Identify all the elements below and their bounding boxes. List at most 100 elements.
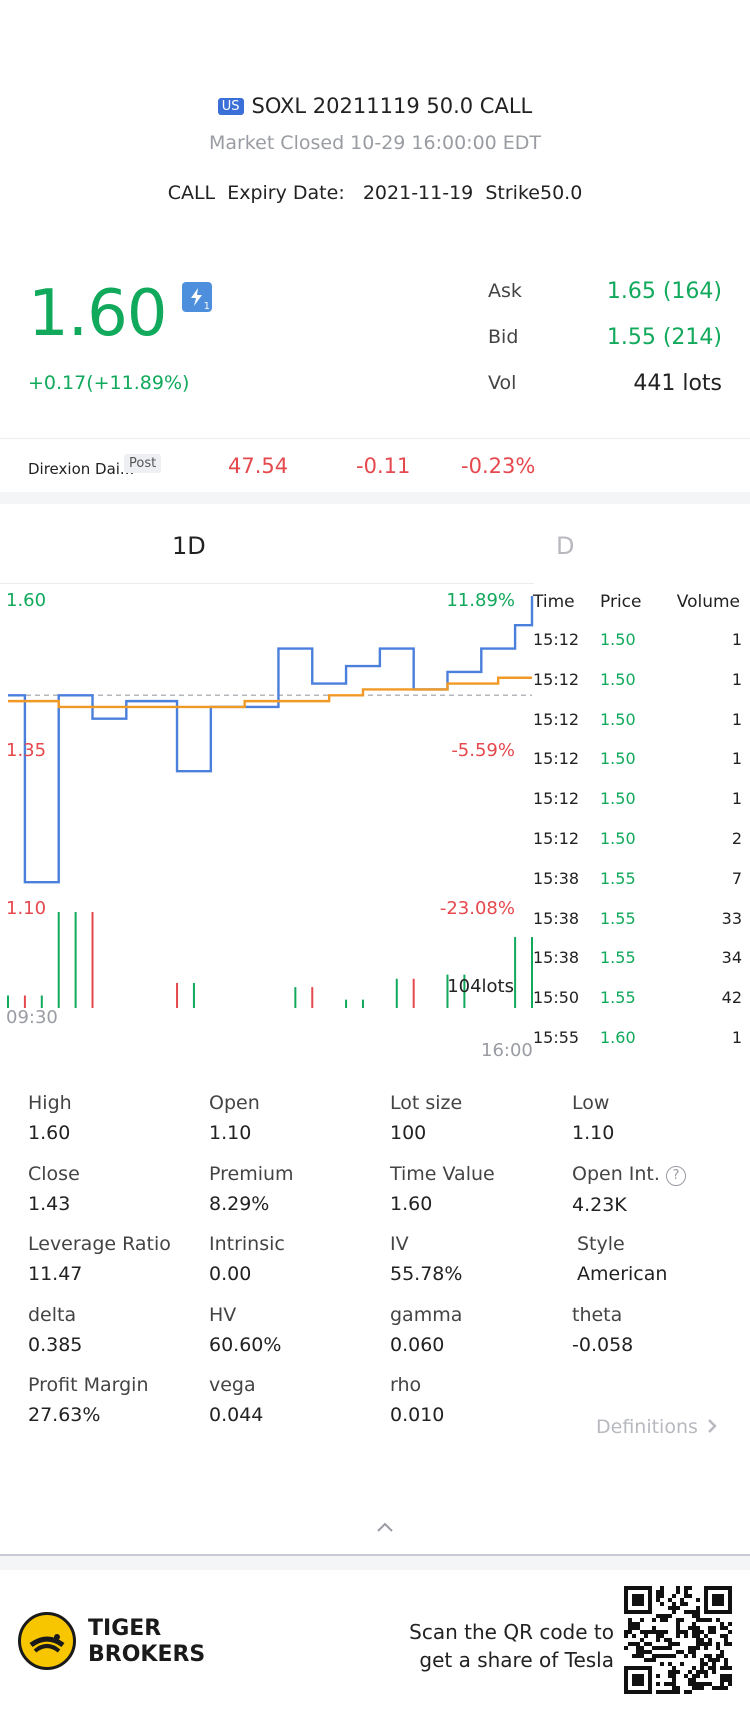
stat-value: 0.060	[390, 1333, 445, 1356]
stat-cell: theta -0.058	[572, 1304, 633, 1356]
trade-time: 15:55	[533, 1028, 580, 1047]
stat-cell: Time Value 1.60	[390, 1163, 495, 1215]
volume-label: 104lots	[447, 976, 514, 997]
trade-row: 15:38 1.55 7	[532, 869, 742, 909]
trade-row: 15:12 1.50 1	[532, 630, 742, 670]
expiry-value: 2021-11-19	[362, 182, 474, 204]
volume-bar	[91, 912, 94, 1008]
definitions-link[interactable]: Definitions	[596, 1416, 718, 1438]
stat-label: Time Value	[390, 1162, 495, 1185]
x-label-start: 09:30	[6, 1007, 58, 1024]
market-status: Market Closed 10-29 16:00:00 EDT	[208, 132, 542, 154]
intraday-chart[interactable]: 1.60 1.35 1.10 11.89% -5.59% -23.08% 104…	[0, 584, 534, 1024]
trade-time: 15:12	[533, 709, 580, 729]
lightning-icon[interactable]: 1	[182, 282, 212, 312]
trade-price: 1.55	[600, 908, 636, 928]
trade-volume: 1	[731, 749, 742, 769]
brand-name: TIGER BROKERS	[88, 1616, 205, 1668]
trade-row: 15:12 1.50 1	[532, 710, 742, 750]
footer-divider	[0, 1554, 750, 1556]
stat-cell: Open 1.10	[209, 1092, 260, 1144]
last-price: 1.60	[28, 277, 167, 351]
stat-label: vega	[209, 1374, 256, 1396]
trade-row: 15:38 1.55 33	[532, 909, 742, 949]
stat-value: 1.10	[209, 1122, 252, 1144]
chevron-up-icon[interactable]	[375, 1520, 395, 1534]
underlying-change: -0.11	[356, 454, 411, 478]
trades-header-volume: Volume	[676, 592, 740, 612]
bid-value: 1.55 (214)	[606, 324, 722, 350]
stat-cell: gamma 0.060	[390, 1304, 462, 1356]
ask-row: Ask 1.65 (164)	[488, 276, 722, 306]
stat-cell: Leverage Ratio 11.47	[28, 1233, 171, 1285]
trade-row: 15:12 1.50 1	[532, 749, 742, 789]
qr-caption: Scan the QR code to get a share of Tesla	[400, 1618, 614, 1674]
stat-value: 11.47	[28, 1263, 83, 1285]
underlying-name: Direxion Dai...	[28, 460, 135, 478]
stat-label: HV	[209, 1303, 237, 1326]
volume-bar	[40, 995, 43, 1008]
trade-time: 15:12	[533, 829, 580, 848]
trade-price: 1.50	[600, 709, 636, 729]
section-gap	[0, 492, 750, 504]
stat-cell: HV 60.60%	[209, 1304, 281, 1356]
tab-daily[interactable]: D	[556, 532, 575, 560]
qr-caption-line-1: Scan the QR code to	[409, 1620, 614, 1644]
trade-time: 15:12	[533, 669, 580, 689]
trade-time: 15:38	[533, 868, 580, 888]
volume-bar	[395, 978, 398, 1008]
trade-price: 1.55	[600, 988, 636, 1008]
trade-volume: 1	[731, 789, 742, 809]
volume-bar	[7, 995, 9, 1008]
stat-cell: High 1.60	[28, 1092, 72, 1144]
help-icon[interactable]: ?	[665, 1165, 686, 1186]
stat-cell: Intrinsic 0.00	[209, 1233, 285, 1285]
trade-price: 1.50	[600, 630, 636, 649]
stat-value: American	[577, 1263, 668, 1285]
trade-volume: 42	[721, 988, 742, 1008]
definitions-label: Definitions	[596, 1416, 698, 1438]
footer-gap	[0, 1556, 750, 1570]
brand-line-2: BROKERS	[88, 1642, 206, 1667]
bid-label: Bid	[488, 326, 519, 348]
underlying-row[interactable]: Direxion Dai... Post 47.54 -0.11 -0.23%	[0, 440, 750, 492]
volume-bar	[57, 912, 60, 1008]
trade-volume: 33	[721, 908, 742, 928]
stat-value: 1.60	[390, 1192, 433, 1215]
stat-label: Premium	[209, 1162, 294, 1185]
vol-label: Vol	[488, 372, 517, 394]
y-left-top: 1.60	[6, 590, 46, 611]
option-type: CALL	[167, 182, 216, 204]
trade-price: 1.50	[600, 829, 636, 848]
trade-time: 15:12	[533, 749, 580, 769]
stat-label: delta	[28, 1303, 77, 1326]
qr-caption-line-2: get a share of Tesla	[419, 1648, 614, 1672]
stat-value: 0.385	[28, 1333, 83, 1356]
stat-cell: rho 0.010	[390, 1374, 444, 1426]
trade-price: 1.50	[600, 789, 636, 809]
stat-cell: IV 55.78%	[390, 1233, 462, 1285]
trade-time: 15:38	[533, 948, 580, 968]
tab-1d[interactable]: 1D	[172, 532, 206, 560]
stat-label: Open Int.?	[572, 1163, 686, 1186]
volume-bar	[531, 937, 533, 1008]
stat-value: 27.63%	[28, 1404, 101, 1426]
volume-bar	[176, 982, 179, 1008]
trade-row: 15:50 1.55 42	[532, 988, 742, 1028]
trade-price: 1.50	[600, 749, 636, 769]
trade-time: 15:12	[533, 630, 580, 649]
strike-value: 50.0	[539, 182, 583, 204]
trade-price: 1.55	[600, 948, 636, 968]
trade-price: 1.50	[600, 669, 636, 689]
stat-label: Close	[28, 1162, 80, 1185]
y-right-mid: -5.59%	[451, 740, 515, 761]
volume-bar	[446, 974, 449, 1008]
stat-label: Style	[577, 1233, 625, 1255]
price-change: +0.17(+11.89%)	[28, 372, 190, 394]
stat-value: 0.044	[209, 1404, 264, 1426]
ask-label: Ask	[488, 280, 522, 302]
volume-bar	[361, 999, 364, 1008]
stat-label: Profit Margin	[28, 1374, 149, 1396]
stat-label: High	[28, 1092, 72, 1114]
y-right-bottom: -23.08%	[440, 898, 515, 919]
